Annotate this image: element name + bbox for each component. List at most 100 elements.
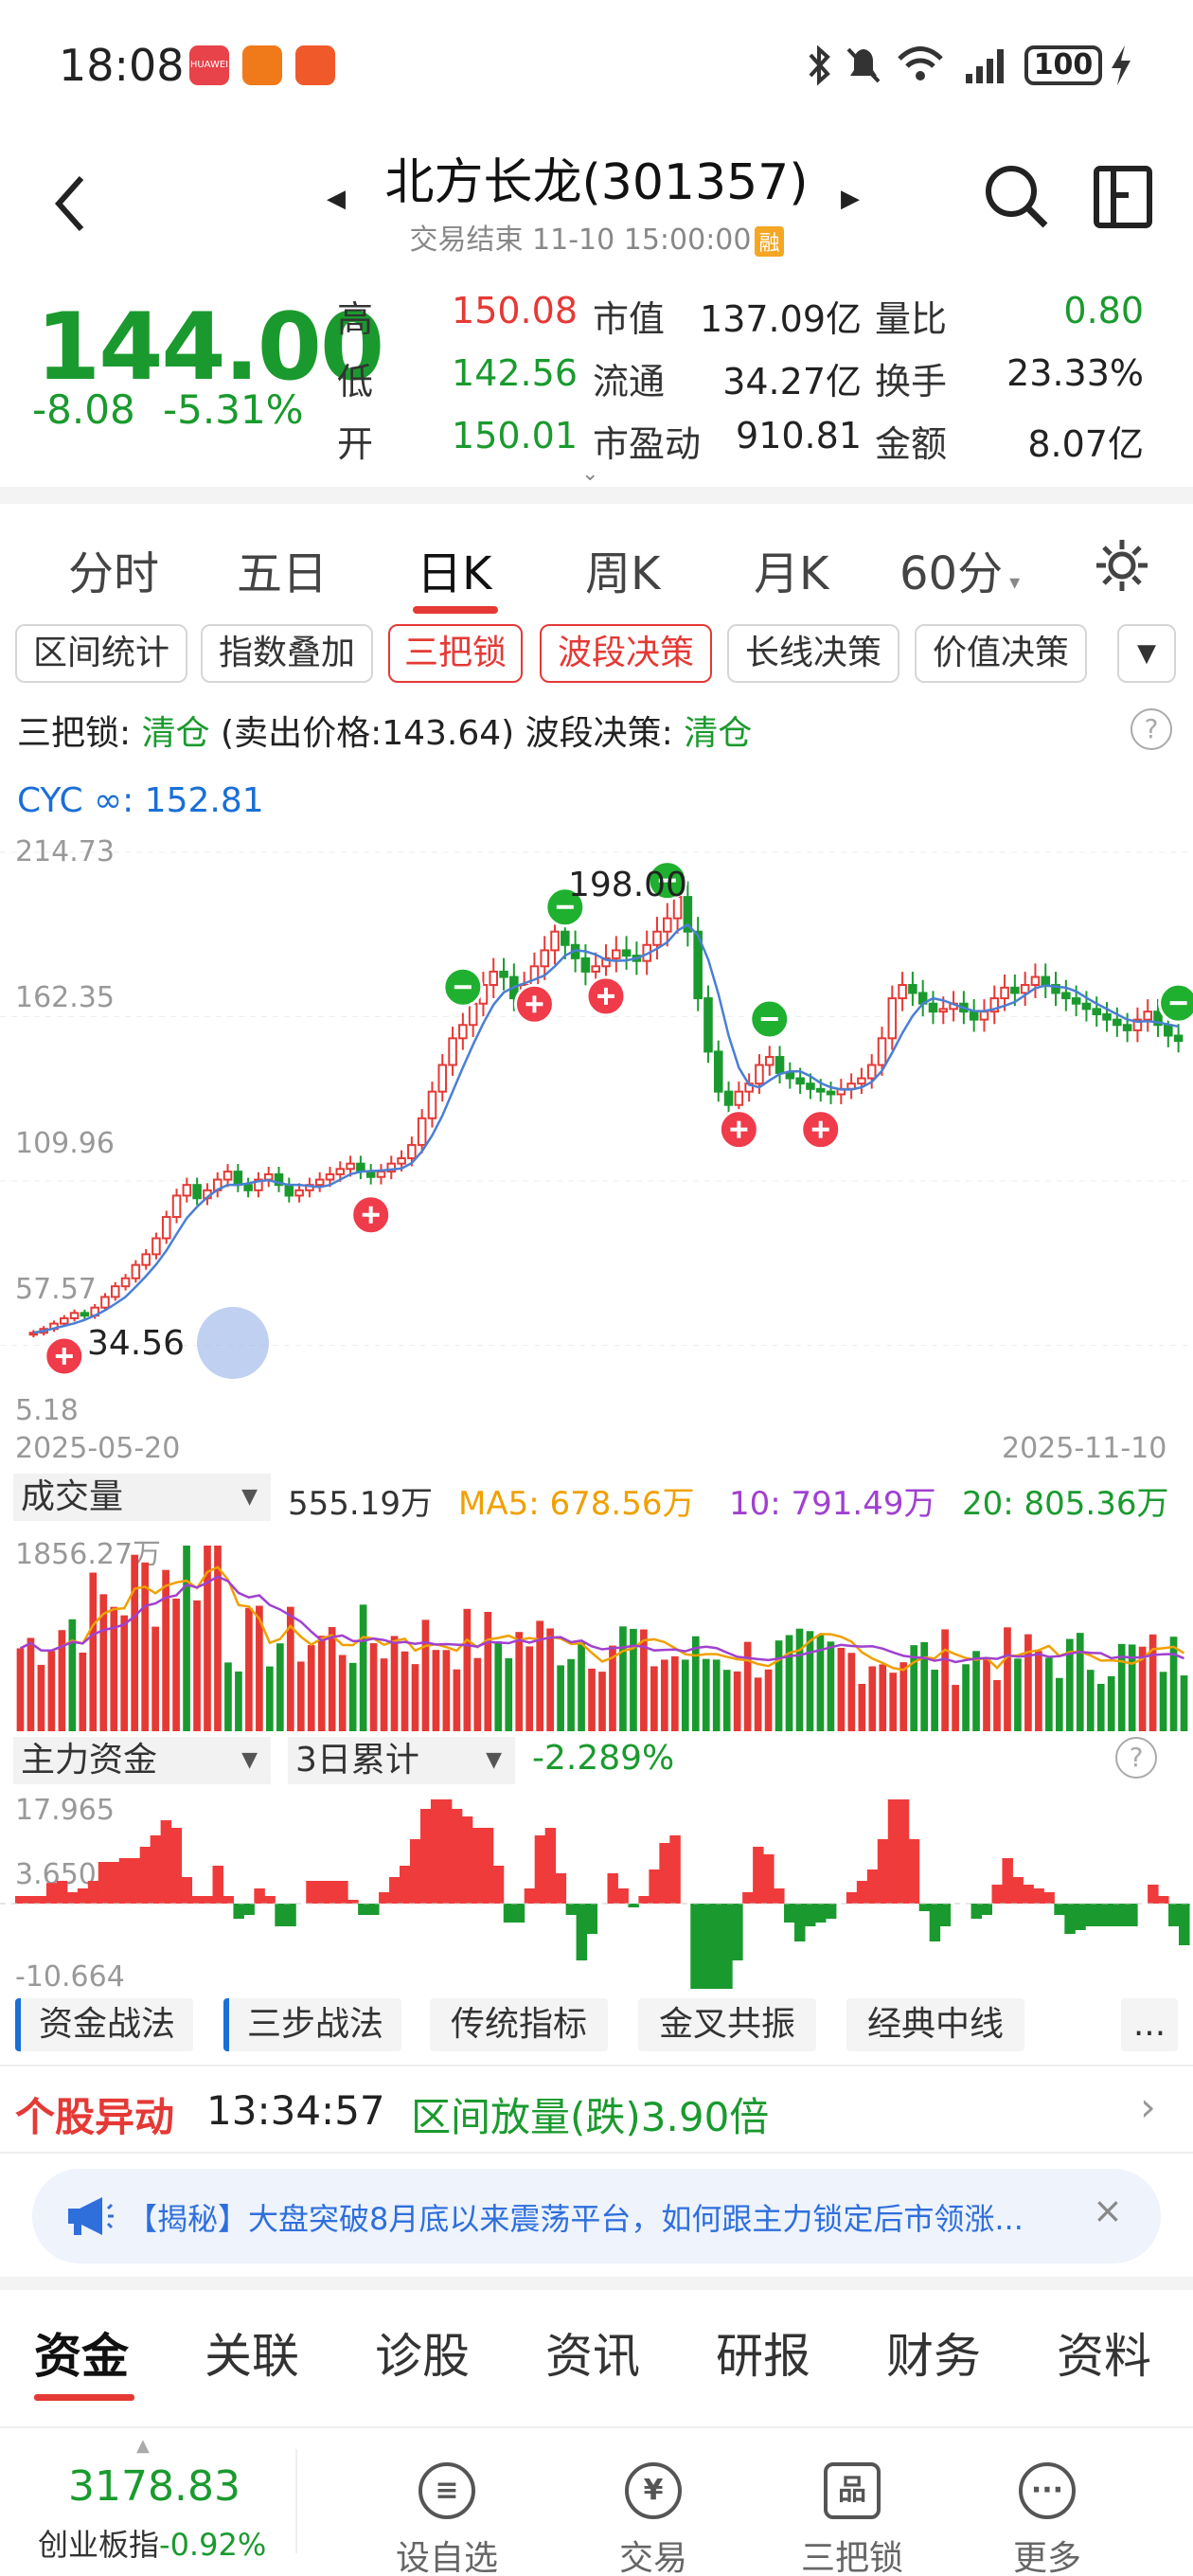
capital-bar	[409, 1839, 421, 1904]
wave-decision-button[interactable]: 波段决策	[540, 624, 712, 683]
volume-ma5-line	[19, 1565, 1185, 1672]
candle	[815, 1087, 826, 1093]
capital-bar	[649, 1869, 660, 1904]
volume-bar	[536, 1620, 543, 1731]
capital-bar	[918, 1904, 931, 1911]
capital-bar	[939, 1904, 952, 1926]
news-banner[interactable]: 【揭秘】大盘突破8月底以来震荡平台，如何跟主力锁定后市领涨... ×	[32, 2169, 1161, 2263]
stock-title: 北方长龙(301357)	[384, 154, 809, 211]
tab-weekly-k[interactable]: 周K	[585, 547, 661, 600]
tab-capital[interactable]: 资金	[34, 2329, 129, 2384]
tab-monthly-k[interactable]: 月K	[754, 547, 829, 600]
strategy-three-step[interactable]: 三步战法	[223, 1998, 401, 2051]
tab-related[interactable]: 关联	[205, 2329, 299, 2384]
candle	[1061, 992, 1071, 1000]
capital-bar	[856, 1881, 868, 1904]
volume-bar	[37, 1664, 45, 1731]
volume-bar	[141, 1562, 150, 1731]
value-decision-button[interactable]: 价值决策	[915, 624, 1087, 683]
mute-bell-icon	[846, 47, 881, 83]
buy-signal-icon	[800, 1109, 842, 1151]
strategy-traditional[interactable]: 传统指标	[430, 1998, 608, 2051]
long-decision-button[interactable]: 长线决策	[727, 624, 899, 683]
share-icon[interactable]	[1091, 163, 1155, 231]
capital-chart[interactable]	[0, 1790, 1193, 1989]
candle	[713, 1050, 723, 1093]
volume-bar	[193, 1600, 201, 1731]
volume-bar	[952, 1685, 959, 1731]
more-dots-icon: ···	[1019, 2462, 1076, 2519]
capital-help-icon[interactable]: ?	[1115, 1737, 1157, 1779]
strategy-golden-cross[interactable]: 金叉共振	[638, 1998, 816, 2051]
tab-profile[interactable]: 资料	[1057, 2329, 1151, 2384]
tab-five-day[interactable]: 五日	[237, 547, 329, 600]
strategy-capital[interactable]: 资金战法	[15, 1998, 193, 2051]
next-stock-arrow[interactable]: ▶	[841, 185, 860, 213]
volume-chart[interactable]	[0, 1527, 1193, 1731]
capital-bar	[866, 1869, 879, 1904]
index-ticker[interactable]: ▲ 3178.83 创业板指-0.92%	[0, 2428, 294, 2576]
volume-bar	[1014, 1658, 1022, 1731]
charging-icon	[1112, 45, 1131, 85]
index-overlay-button[interactable]: 指数叠加	[201, 624, 373, 683]
volume-bar	[910, 1645, 918, 1731]
nav-more[interactable]: ··· 更多	[981, 2462, 1113, 2576]
strategy-midline[interactable]: 经典中线	[846, 1998, 1024, 2051]
volume-bar	[453, 1669, 461, 1731]
sell-signal-icon	[749, 998, 791, 1040]
stock-alert-row[interactable]: 个股异动 13:34:57 区间放量(跌)3.90倍 ›	[0, 2065, 1193, 2154]
capital-bar	[1179, 1904, 1190, 1945]
tab-research[interactable]: 研报	[716, 2329, 810, 2384]
strategy-more[interactable]: ...	[1121, 1998, 1178, 2051]
nav-three-locks[interactable]: 品 三把锁	[786, 2462, 918, 2576]
crosshair-handle[interactable]	[197, 1307, 269, 1379]
tab-news[interactable]: 资讯	[545, 2329, 640, 2384]
volume-bar	[183, 1546, 190, 1731]
amount-label: 金额	[875, 423, 948, 465]
volume-bar	[972, 1651, 980, 1731]
volume-ma10-line	[19, 1575, 1184, 1664]
volume-bar	[691, 1636, 700, 1731]
period-selector[interactable]: 3日累计 ▼	[288, 1737, 515, 1784]
capital-bar	[275, 1904, 286, 1926]
tab-finance[interactable]: 财务	[886, 2329, 981, 2384]
tab-daily-k[interactable]: 日K	[417, 547, 492, 600]
nav-trade[interactable]: ¥ 交易	[587, 2462, 720, 2576]
capital-bar	[139, 1847, 151, 1904]
candle	[898, 984, 907, 1000]
tab-60min[interactable]: 60分 ▾	[899, 547, 1021, 600]
buy-signal-icon	[585, 975, 627, 1017]
yen-icon: ¥	[625, 2462, 682, 2519]
expand-chevron-icon[interactable]: ⌄	[581, 462, 599, 486]
volume-bar	[256, 1605, 263, 1731]
capital-selector[interactable]: 主力资金 ▼	[13, 1737, 271, 1784]
capital-bar	[970, 1904, 983, 1919]
open-label: 开	[337, 423, 374, 465]
capital-bar	[191, 1896, 204, 1904]
k-chart[interactable]	[0, 824, 1193, 1430]
volume-selector[interactable]: 成交量 ▼	[13, 1474, 271, 1521]
divider	[295, 2449, 297, 2553]
candle	[69, 1312, 80, 1319]
y-tick: 5.18	[15, 1394, 79, 1427]
cyc-line	[33, 922, 1179, 1334]
candle	[100, 1296, 110, 1309]
tab-diagnosis[interactable]: 诊股	[375, 2329, 470, 2384]
alert-time: 13:34:57	[206, 2087, 385, 2134]
close-icon[interactable]: ×	[1093, 2190, 1123, 2231]
capital-bar	[118, 1858, 131, 1904]
three-locks-button[interactable]: 三把锁	[388, 624, 523, 683]
candle	[989, 997, 1000, 1013]
prev-stock-arrow[interactable]: ◀	[327, 185, 346, 213]
help-icon[interactable]: ?	[1131, 708, 1172, 750]
capital-bar	[544, 1828, 557, 1904]
back-button[interactable]	[47, 170, 95, 237]
more-tools-button[interactable]: ▼	[1117, 624, 1176, 683]
chevron-right-icon: ›	[1140, 2084, 1156, 2130]
tab-intraday[interactable]: 分时	[68, 547, 160, 600]
search-icon[interactable]	[983, 163, 1051, 231]
nav-add-watchlist[interactable]: ≡ 设自选	[381, 2462, 513, 2576]
settings-gear-icon[interactable]	[1093, 536, 1151, 595]
interval-stats-button[interactable]: 区间统计	[15, 624, 187, 683]
candle	[795, 1077, 805, 1085]
